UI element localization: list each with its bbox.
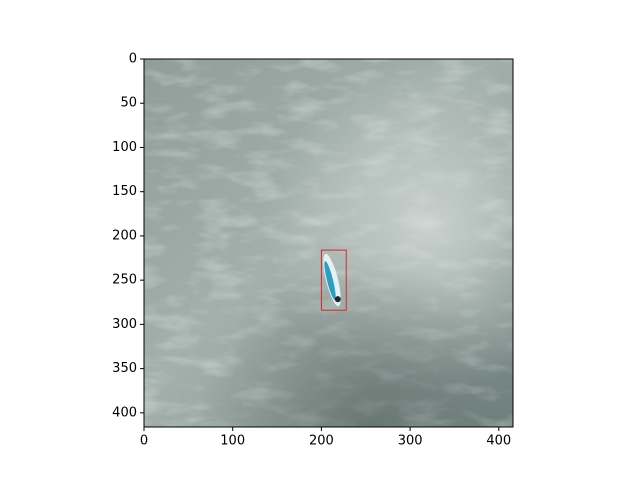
- x-tick-label: 100: [220, 434, 245, 449]
- y-tick-label: 100: [112, 140, 137, 155]
- x-tick-label: 200: [309, 434, 334, 449]
- photo: [144, 59, 513, 427]
- y-tick-label: 300: [112, 317, 137, 332]
- y-tick-label: 350: [112, 361, 137, 376]
- y-tick-label: 200: [112, 228, 137, 243]
- y-tick-label: 0: [129, 52, 137, 67]
- x-tick-label: 0: [140, 434, 148, 449]
- y-tick-label: 50: [120, 96, 137, 111]
- y-tick-label: 250: [112, 273, 137, 288]
- y-tick-label: 400: [112, 405, 137, 420]
- axes-frame: [143, 58, 514, 428]
- x-tick-label: 400: [486, 434, 511, 449]
- x-tick-label: 300: [398, 434, 423, 449]
- y-tick-label: 150: [112, 184, 137, 199]
- bounding-box: [320, 249, 347, 311]
- boat: [323, 253, 341, 307]
